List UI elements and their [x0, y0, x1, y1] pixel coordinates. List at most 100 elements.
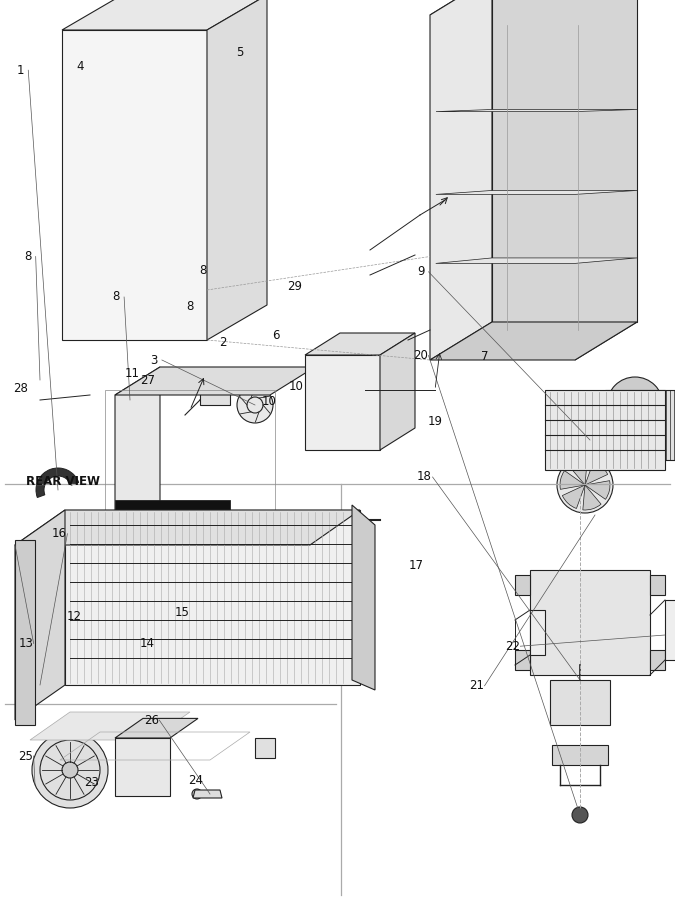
- Polygon shape: [65, 510, 360, 685]
- Polygon shape: [207, 0, 267, 340]
- Text: 2: 2: [219, 336, 227, 348]
- Text: 3: 3: [151, 354, 157, 366]
- Polygon shape: [305, 333, 415, 355]
- Circle shape: [32, 732, 108, 808]
- Circle shape: [344, 633, 356, 645]
- Circle shape: [257, 740, 273, 756]
- Polygon shape: [605, 390, 675, 460]
- Wedge shape: [585, 481, 610, 500]
- Text: 23: 23: [84, 777, 99, 789]
- Text: REAR VIEW: REAR VIEW: [26, 475, 100, 488]
- Polygon shape: [545, 390, 665, 470]
- Circle shape: [344, 576, 356, 588]
- Text: 15: 15: [175, 606, 190, 618]
- Circle shape: [557, 457, 613, 513]
- Text: 1: 1: [16, 64, 24, 76]
- Circle shape: [548, 580, 632, 664]
- Polygon shape: [530, 570, 650, 675]
- Circle shape: [344, 595, 356, 607]
- Text: 12: 12: [67, 610, 82, 623]
- Polygon shape: [550, 680, 610, 725]
- Text: 19: 19: [427, 415, 442, 428]
- Polygon shape: [200, 390, 230, 405]
- Polygon shape: [255, 738, 275, 758]
- Circle shape: [344, 557, 356, 569]
- Circle shape: [125, 748, 161, 784]
- Polygon shape: [436, 191, 637, 194]
- Polygon shape: [515, 650, 530, 670]
- Wedge shape: [569, 460, 587, 485]
- Circle shape: [192, 789, 202, 799]
- Text: 28: 28: [14, 382, 28, 395]
- Text: 29: 29: [287, 280, 302, 292]
- Text: 27: 27: [140, 374, 155, 387]
- Polygon shape: [575, 0, 637, 360]
- Circle shape: [562, 682, 598, 718]
- Polygon shape: [665, 600, 675, 660]
- Polygon shape: [650, 575, 665, 595]
- Polygon shape: [515, 575, 530, 595]
- Bar: [97, 85, 152, 160]
- Bar: [199, 160, 205, 185]
- Text: 20: 20: [413, 349, 428, 362]
- Polygon shape: [115, 367, 160, 550]
- Text: 18: 18: [417, 471, 432, 483]
- Polygon shape: [115, 367, 315, 395]
- Polygon shape: [436, 258, 637, 264]
- Text: 22: 22: [505, 640, 520, 652]
- Polygon shape: [352, 505, 375, 690]
- Polygon shape: [650, 650, 665, 670]
- Text: 16: 16: [52, 527, 67, 540]
- Polygon shape: [430, 0, 492, 360]
- Polygon shape: [552, 745, 608, 765]
- Wedge shape: [560, 471, 585, 490]
- Text: 9: 9: [416, 266, 425, 278]
- Polygon shape: [115, 718, 198, 738]
- Wedge shape: [562, 485, 585, 508]
- Circle shape: [607, 377, 663, 433]
- Text: 8: 8: [24, 250, 31, 263]
- Circle shape: [572, 807, 588, 823]
- Polygon shape: [430, 0, 637, 15]
- Text: 7: 7: [481, 350, 489, 363]
- Text: 14: 14: [140, 637, 155, 650]
- Wedge shape: [585, 462, 608, 485]
- Circle shape: [344, 519, 356, 531]
- Text: 10: 10: [261, 395, 276, 408]
- Polygon shape: [436, 110, 637, 112]
- Polygon shape: [30, 712, 190, 740]
- Polygon shape: [15, 510, 360, 545]
- Polygon shape: [380, 333, 415, 450]
- Polygon shape: [62, 30, 207, 340]
- Polygon shape: [62, 0, 267, 30]
- Text: 5: 5: [236, 46, 243, 58]
- Polygon shape: [430, 322, 637, 360]
- Text: 8: 8: [187, 300, 194, 312]
- Polygon shape: [193, 790, 222, 798]
- Polygon shape: [15, 510, 65, 720]
- Text: 8: 8: [113, 291, 119, 303]
- Text: 17: 17: [409, 559, 424, 572]
- Circle shape: [344, 652, 356, 664]
- Text: 6: 6: [271, 329, 279, 342]
- Polygon shape: [305, 355, 380, 450]
- Text: 21: 21: [469, 680, 484, 692]
- Polygon shape: [115, 500, 230, 510]
- Polygon shape: [115, 738, 170, 796]
- Text: 8: 8: [199, 264, 206, 276]
- Circle shape: [62, 762, 78, 778]
- Text: 26: 26: [144, 714, 159, 726]
- Text: 24: 24: [188, 774, 203, 787]
- Polygon shape: [115, 522, 315, 550]
- Polygon shape: [492, 0, 637, 322]
- Text: 13: 13: [18, 637, 33, 650]
- Text: 10: 10: [289, 381, 304, 393]
- Text: 4: 4: [76, 60, 84, 73]
- Polygon shape: [530, 610, 545, 655]
- Polygon shape: [15, 540, 35, 725]
- Text: 11: 11: [125, 367, 140, 380]
- Bar: [87, 240, 182, 330]
- Text: 25: 25: [18, 750, 33, 762]
- Circle shape: [344, 614, 356, 626]
- Circle shape: [237, 387, 273, 423]
